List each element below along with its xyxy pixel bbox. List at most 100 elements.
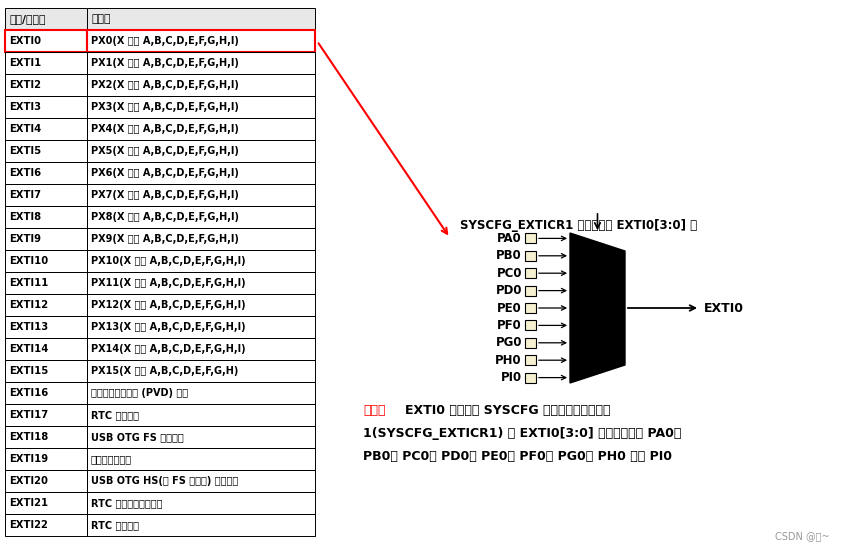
Bar	[87, 360, 315, 382]
Bar	[5, 272, 87, 294]
Text: EXTI15: EXTI15	[9, 366, 48, 376]
Bar	[87, 250, 315, 272]
Text: EXTI4: EXTI4	[9, 124, 41, 134]
Bar	[525, 338, 536, 348]
Bar	[5, 206, 87, 228]
Bar	[87, 448, 315, 470]
Bar	[87, 162, 315, 184]
Text: USB OTG HS(在 FS 中配置) 唤醒事件: USB OTG HS(在 FS 中配置) 唤醒事件	[91, 476, 239, 486]
Text: EXTI22: EXTI22	[9, 520, 48, 530]
Bar	[5, 448, 87, 470]
Bar	[87, 184, 315, 206]
Text: 示例：: 示例：	[363, 403, 385, 416]
Bar	[5, 294, 87, 316]
Bar	[87, 404, 315, 426]
Bar	[525, 251, 536, 261]
Bar	[87, 316, 315, 338]
Bar	[87, 96, 315, 118]
Text: EXTI2: EXTI2	[9, 80, 41, 90]
Bar	[5, 30, 87, 52]
Bar	[87, 514, 315, 536]
Text: RTC 唤醒事件: RTC 唤醒事件	[91, 520, 139, 530]
Bar	[5, 162, 87, 184]
Text: PE0: PE0	[497, 301, 522, 315]
Text: EXTI9: EXTI9	[9, 234, 41, 244]
Text: USB OTG FS 唤醒事件: USB OTG FS 唤醒事件	[91, 432, 184, 442]
Text: EXTI3: EXTI3	[9, 102, 41, 112]
Bar	[87, 272, 315, 294]
Text: EXTI19: EXTI19	[9, 454, 48, 464]
Text: EXTI16: EXTI16	[9, 388, 48, 398]
Bar	[5, 140, 87, 162]
Bar	[525, 286, 536, 295]
Bar	[525, 233, 536, 243]
Text: EXTI20: EXTI20	[9, 476, 48, 486]
Text: RTC 闹钟事件: RTC 闹钟事件	[91, 410, 139, 420]
Text: PG0: PG0	[496, 336, 522, 349]
Text: EXTI11: EXTI11	[9, 278, 48, 288]
Bar	[5, 404, 87, 426]
Bar	[87, 426, 315, 448]
Text: PA0: PA0	[497, 232, 522, 245]
Text: PX6(X 可为 A,B,C,D,E,F,G,H,I): PX6(X 可为 A,B,C,D,E,F,G,H,I)	[91, 168, 239, 178]
Bar	[5, 338, 87, 360]
Text: 可编程电压检测器 (PVD) 输出: 可编程电压检测器 (PVD) 输出	[91, 388, 188, 398]
Text: PX13(X 可为 A,B,C,D,E,F,G,H,I): PX13(X 可为 A,B,C,D,E,F,G,H,I)	[91, 322, 245, 332]
Text: EXTI1: EXTI1	[9, 58, 41, 68]
Text: PX3(X 可为 A,B,C,D,E,F,G,H,I): PX3(X 可为 A,B,C,D,E,F,G,H,I)	[91, 102, 239, 112]
Text: PX15(X 可为 A,B,C,D,E,F,G,H): PX15(X 可为 A,B,C,D,E,F,G,H)	[91, 366, 239, 376]
Text: EXTI14: EXTI14	[9, 344, 48, 354]
Bar	[525, 303, 536, 313]
Bar	[5, 118, 87, 140]
Bar	[87, 382, 315, 404]
Bar	[5, 8, 87, 30]
Bar	[87, 8, 315, 30]
Text: PF0: PF0	[497, 319, 522, 332]
Bar	[525, 268, 536, 278]
Bar	[5, 96, 87, 118]
Text: PX12(X 可为 A,B,C,D,E,F,G,H,I): PX12(X 可为 A,B,C,D,E,F,G,H,I)	[91, 300, 245, 310]
Text: PX2(X 可为 A,B,C,D,E,F,G,H,I): PX2(X 可为 A,B,C,D,E,F,G,H,I)	[91, 80, 239, 90]
Bar	[87, 52, 315, 74]
Text: PX1(X 可为 A,B,C,D,E,F,G,H,I): PX1(X 可为 A,B,C,D,E,F,G,H,I)	[91, 58, 239, 68]
Bar	[87, 74, 315, 96]
Text: 以太网唤醒事件: 以太网唤醒事件	[91, 454, 132, 464]
Text: PX0(X 可为 A,B,C,D,E,F,G,H,I): PX0(X 可为 A,B,C,D,E,F,G,H,I)	[91, 36, 239, 46]
Text: PX11(X 可为 A,B,C,D,E,F,G,H,I): PX11(X 可为 A,B,C,D,E,F,G,H,I)	[91, 278, 245, 288]
Text: PD0: PD0	[496, 284, 522, 297]
Text: RTC 入侵和时间截事件: RTC 入侵和时间截事件	[91, 498, 163, 508]
Text: 中断/事件线: 中断/事件线	[9, 14, 46, 24]
Bar	[87, 470, 315, 492]
Text: PI0: PI0	[501, 371, 522, 384]
Text: PX8(X 可为 A,B,C,D,E,F,G,H,I): PX8(X 可为 A,B,C,D,E,F,G,H,I)	[91, 212, 239, 222]
Text: PB0: PB0	[497, 249, 522, 262]
Bar	[87, 8, 315, 30]
Bar	[87, 492, 315, 514]
Text: EXTI18: EXTI18	[9, 432, 48, 442]
Bar	[5, 228, 87, 250]
Text: EXTI13: EXTI13	[9, 322, 48, 332]
Bar	[5, 52, 87, 74]
Bar	[5, 74, 87, 96]
Text: PB0、 PC0、 PD0、 PE0、 PF0、 PG0、 PH0 或者 PI0: PB0、 PC0、 PD0、 PE0、 PF0、 PG0、 PH0 或者 PI0	[363, 449, 672, 463]
Text: EXTI8: EXTI8	[9, 212, 41, 222]
Bar	[5, 382, 87, 404]
Bar	[5, 250, 87, 272]
Bar	[87, 140, 315, 162]
Bar	[87, 30, 315, 52]
Text: PC0: PC0	[497, 267, 522, 279]
Text: PX5(X 可为 A,B,C,D,E,F,G,H,I): PX5(X 可为 A,B,C,D,E,F,G,H,I)	[91, 146, 239, 156]
Text: PH0: PH0	[496, 353, 522, 367]
Text: PX14(X 可为 A,B,C,D,E,F,G,H,I): PX14(X 可为 A,B,C,D,E,F,G,H,I)	[91, 344, 245, 354]
Bar	[5, 184, 87, 206]
Text: 1(SYSCFG_EXTICR1) 的 EXTI0[3:0] 位选择配置为 PA0、: 1(SYSCFG_EXTICR1) 的 EXTI0[3:0] 位选择配置为 PA…	[363, 426, 681, 439]
Bar	[525, 355, 536, 365]
Bar	[87, 294, 315, 316]
Text: EXTI0: EXTI0	[9, 36, 41, 46]
Bar	[87, 338, 315, 360]
Bar	[87, 228, 315, 250]
Bar	[5, 360, 87, 382]
Bar	[5, 470, 87, 492]
Text: EXTI7: EXTI7	[9, 190, 41, 200]
Text: CSDN @泡~: CSDN @泡~	[776, 531, 830, 541]
